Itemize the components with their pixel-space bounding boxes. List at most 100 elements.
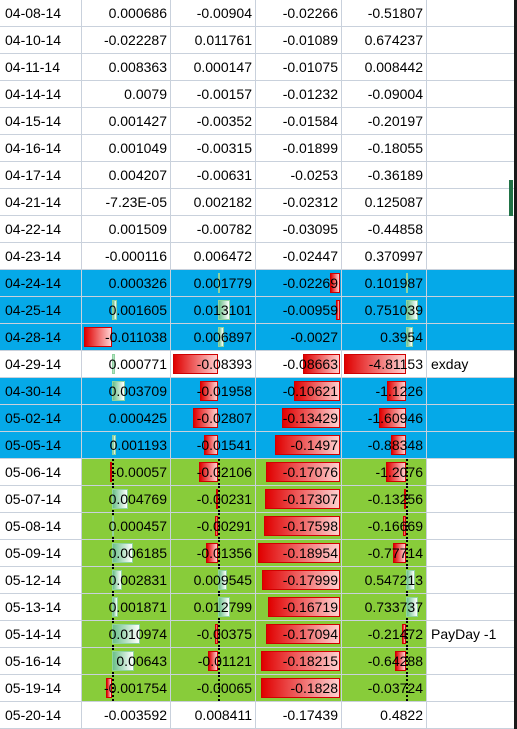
value-cell[interactable]: 0.000147 [171, 54, 256, 81]
date-cell[interactable]: 05-20-14 [0, 702, 82, 729]
value-cell[interactable]: -0.01541 [171, 432, 256, 459]
value-cell[interactable]: -7.23E-05 [82, 189, 171, 216]
date-cell[interactable]: 05-16-14 [0, 648, 82, 675]
value-cell[interactable]: -0.00782 [171, 216, 256, 243]
value-cell[interactable]: 0.001427 [82, 108, 171, 135]
value-cell[interactable]: 0.000326 [82, 270, 171, 297]
value-cell[interactable]: -0.00375 [171, 621, 256, 648]
value-cell[interactable]: -0.09004 [342, 81, 427, 108]
value-cell[interactable]: -0.02269 [256, 270, 342, 297]
value-cell[interactable]: -0.000116 [82, 243, 171, 270]
value-cell[interactable]: -0.01899 [256, 135, 342, 162]
value-cell[interactable]: -0.17999 [256, 567, 342, 594]
note-cell[interactable] [427, 135, 517, 162]
date-cell[interactable]: 04-08-14 [0, 0, 82, 27]
value-cell[interactable]: -0.17598 [256, 513, 342, 540]
note-cell[interactable] [427, 81, 517, 108]
value-cell[interactable]: 0.674237 [342, 27, 427, 54]
value-cell[interactable]: -0.00315 [171, 135, 256, 162]
value-cell[interactable]: 0.125087 [342, 189, 427, 216]
note-cell[interactable] [427, 270, 517, 297]
value-cell[interactable]: -0.001754 [82, 675, 171, 702]
note-cell[interactable] [427, 405, 517, 432]
note-cell[interactable] [427, 486, 517, 513]
value-cell[interactable]: -0.01356 [171, 540, 256, 567]
note-cell[interactable] [427, 297, 517, 324]
date-cell[interactable]: 04-16-14 [0, 135, 82, 162]
value-cell[interactable]: 0.000425 [82, 405, 171, 432]
value-cell[interactable]: 0.001779 [171, 270, 256, 297]
note-cell[interactable] [427, 432, 517, 459]
note-cell[interactable] [427, 378, 517, 405]
note-cell[interactable] [427, 0, 517, 27]
date-cell[interactable]: 04-11-14 [0, 54, 82, 81]
value-cell[interactable]: -0.00291 [171, 513, 256, 540]
value-cell[interactable]: 0.013101 [171, 297, 256, 324]
value-cell[interactable]: -0.00904 [171, 0, 256, 27]
value-cell[interactable]: 0.733737 [342, 594, 427, 621]
value-cell[interactable]: -0.51807 [342, 0, 427, 27]
value-cell[interactable]: -0.02106 [171, 459, 256, 486]
value-cell[interactable]: 0.008411 [171, 702, 256, 729]
note-cell[interactable] [427, 27, 517, 54]
value-cell[interactable]: -0.13256 [342, 486, 427, 513]
value-cell[interactable]: -0.01958 [171, 378, 256, 405]
value-cell[interactable]: -0.10621 [256, 378, 342, 405]
note-cell[interactable]: PayDay -1 [427, 621, 517, 648]
value-cell[interactable]: -4.81153 [342, 351, 427, 378]
date-cell[interactable]: 04-24-14 [0, 270, 82, 297]
date-cell[interactable]: 04-10-14 [0, 27, 82, 54]
value-cell[interactable]: -0.00352 [171, 108, 256, 135]
date-cell[interactable]: 05-13-14 [0, 594, 82, 621]
note-cell[interactable] [427, 243, 517, 270]
value-cell[interactable]: -0.01584 [256, 108, 342, 135]
value-cell[interactable]: -0.02312 [256, 189, 342, 216]
value-cell[interactable]: -0.21472 [342, 621, 427, 648]
note-cell[interactable] [427, 216, 517, 243]
value-cell[interactable]: 0.004769 [82, 486, 171, 513]
note-cell[interactable] [427, 54, 517, 81]
value-cell[interactable]: -0.03095 [256, 216, 342, 243]
value-cell[interactable]: -0.1828 [256, 675, 342, 702]
date-cell[interactable]: 04-25-14 [0, 297, 82, 324]
note-cell[interactable] [427, 675, 517, 702]
value-cell[interactable]: -0.77714 [342, 540, 427, 567]
date-cell[interactable]: 04-23-14 [0, 243, 82, 270]
value-cell[interactable]: 0.011761 [171, 27, 256, 54]
value-cell[interactable]: -0.18954 [256, 540, 342, 567]
value-cell[interactable]: 0.001605 [82, 297, 171, 324]
value-cell[interactable]: -0.01089 [256, 27, 342, 54]
value-cell[interactable]: -0.00231 [171, 486, 256, 513]
value-cell[interactable]: 0.001049 [82, 135, 171, 162]
value-cell[interactable]: -0.17094 [256, 621, 342, 648]
value-cell[interactable]: -0.02807 [171, 405, 256, 432]
note-cell[interactable] [427, 540, 517, 567]
note-cell[interactable] [427, 567, 517, 594]
value-cell[interactable]: -1.2076 [342, 459, 427, 486]
value-cell[interactable]: -0.1497 [256, 432, 342, 459]
value-cell[interactable]: -0.00631 [171, 162, 256, 189]
value-cell[interactable]: 0.006185 [82, 540, 171, 567]
value-cell[interactable]: 0.000771 [82, 351, 171, 378]
date-cell[interactable]: 05-14-14 [0, 621, 82, 648]
value-cell[interactable]: 0.012799 [171, 594, 256, 621]
value-cell[interactable]: -0.00057 [82, 459, 171, 486]
date-cell[interactable]: 04-28-14 [0, 324, 82, 351]
value-cell[interactable]: 0.001193 [82, 432, 171, 459]
value-cell[interactable]: 0.002182 [171, 189, 256, 216]
value-cell[interactable]: 0.547213 [342, 567, 427, 594]
note-cell[interactable] [427, 513, 517, 540]
value-cell[interactable]: 0.001871 [82, 594, 171, 621]
date-cell[interactable]: 04-17-14 [0, 162, 82, 189]
value-cell[interactable]: -0.01075 [256, 54, 342, 81]
value-cell[interactable]: -0.00959 [256, 297, 342, 324]
note-cell[interactable] [427, 189, 517, 216]
value-cell[interactable]: -0.011038 [82, 324, 171, 351]
value-cell[interactable]: 0.00643 [82, 648, 171, 675]
value-cell[interactable]: -0.17439 [256, 702, 342, 729]
value-cell[interactable]: -0.003592 [82, 702, 171, 729]
note-cell[interactable] [427, 459, 517, 486]
value-cell[interactable]: -0.08393 [171, 351, 256, 378]
date-cell[interactable]: 04-30-14 [0, 378, 82, 405]
value-cell[interactable]: -1.1226 [342, 378, 427, 405]
